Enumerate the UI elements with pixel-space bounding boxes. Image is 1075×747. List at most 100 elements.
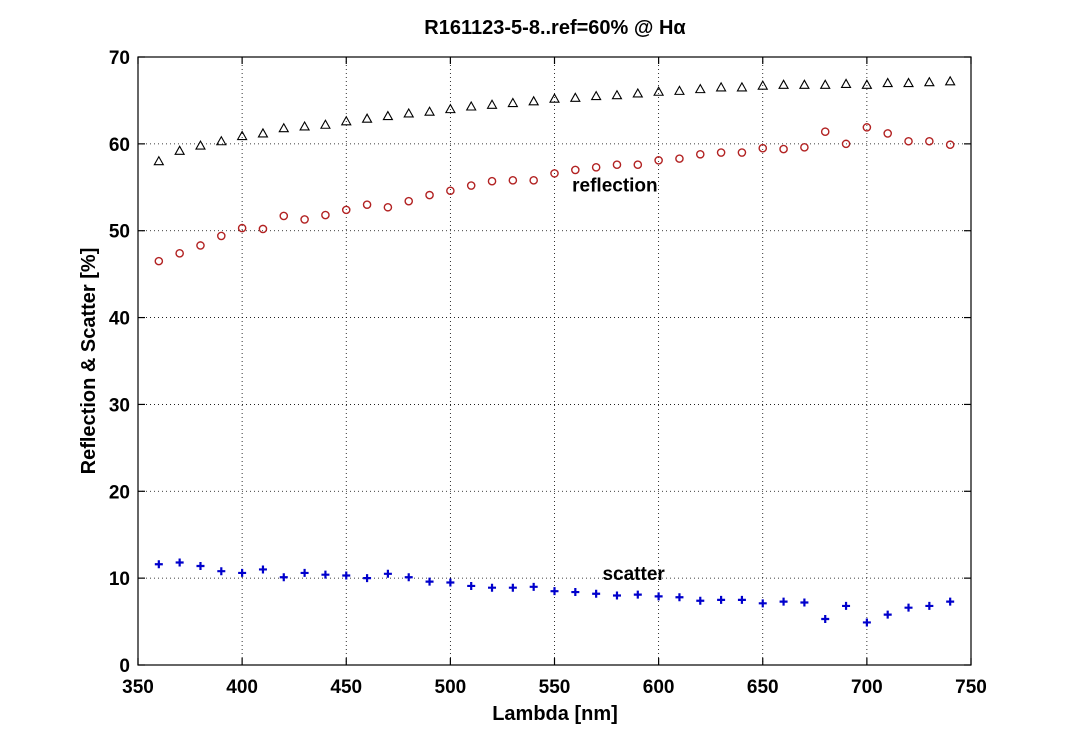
x-tick-label: 750 [955,677,987,698]
y-tick-label: 0 [119,656,130,677]
data-point-triangle [944,75,956,86]
data-point-circle [362,200,372,209]
x-tick-label: 400 [226,677,258,698]
data-point-plus [321,570,330,579]
data-point-triangle [798,79,810,89]
data-point-plus [925,601,934,610]
series-circle [154,123,955,266]
data-point-triangle [903,77,914,88]
data-point-triangle [299,120,311,131]
data-point-circle [258,224,268,234]
data-point-triangle [611,89,623,100]
y-tick-label: 40 [109,309,130,330]
data-point-triangle [778,79,790,89]
data-point-circle [383,202,393,212]
data-point-plus [446,578,455,587]
x-tick-label: 650 [747,677,779,698]
data-point-triangle [340,115,352,126]
x-axis-label: Lambda [nm] [492,703,618,725]
data-point-plus [717,595,726,604]
data-point-triangle [215,135,227,146]
data-point-circle [446,186,455,196]
data-point-triangle [861,79,873,89]
y-tick-label: 70 [109,48,130,69]
data-point-triangle [840,78,852,88]
data-point-triangle [507,97,519,108]
data-point-triangle [424,106,435,116]
data-point-circle [237,223,247,233]
data-point-triangle [569,92,581,102]
data-point-circle [654,156,663,165]
data-point-plus [779,597,788,606]
data-point-circle [800,143,809,152]
x-tick-label: 700 [851,677,883,698]
data-point-circle [341,205,351,215]
data-point-plus [592,589,601,598]
data-point-circle [571,165,580,175]
data-point-triangle [361,113,373,123]
y-tick-label: 60 [109,135,130,156]
data-point-plus [696,596,705,605]
annotation-label: reflection [572,176,658,197]
data-point-triangle [882,77,894,88]
data-point-triangle [736,81,748,92]
x-tick-label: 550 [539,677,571,698]
data-point-circle [508,176,518,185]
x-tick-label: 450 [330,677,362,698]
data-point-triangle [444,103,456,114]
data-point-circle [550,169,559,178]
data-point-plus [467,581,476,590]
y-axis-label: Reflection & Scatter [%] [78,248,100,475]
data-point-plus [488,583,497,592]
data-point-circle [529,176,538,185]
data-point-plus [571,588,580,597]
data-point-triangle [195,139,206,150]
data-point-circle [737,148,747,157]
data-point-triangle [528,95,540,106]
data-point-triangle [674,85,685,95]
data-point-triangle [174,145,186,155]
data-point-circle [321,210,330,220]
data-point-plus [175,558,184,567]
data-point-circle [695,149,705,159]
x-tick-label: 600 [643,677,675,698]
data-point-triangle [465,100,477,111]
data-point-circle [196,241,205,250]
data-point-circle [175,248,184,258]
data-point-circle [925,136,934,146]
data-point-plus [529,582,538,591]
data-point-circle [945,140,955,150]
y-tick-label: 20 [109,482,130,503]
data-point-plus [904,603,913,612]
x-tick-label: 500 [435,677,467,698]
data-point-circle [466,181,476,190]
data-point-circle [216,231,226,241]
y-tick-label: 50 [109,222,130,243]
data-point-plus [612,591,621,600]
data-point-triangle [715,81,727,92]
data-point-circle [904,136,913,146]
data-point-triangle [653,86,665,96]
chart-title: R161123-5-8..ref=60% @ Hα [424,17,686,39]
grid-lines [138,57,971,665]
data-point-plus [258,565,267,574]
data-point-plus [425,577,434,586]
data-point-circle [279,211,289,221]
data-point-triangle [694,83,706,94]
data-point-triangle [819,79,831,89]
data-point-circle [841,139,851,149]
data-point-circle [154,256,164,266]
data-point-circle [862,123,872,132]
data-point-plus [633,590,642,599]
data-point-triangle [549,93,560,103]
data-point-plus [654,592,663,601]
data-point-plus [342,571,351,580]
data-point-plus [300,568,309,577]
data-point-circle [779,144,788,154]
data-point-triangle [590,90,602,101]
data-point-triangle [319,119,331,129]
data-point-plus [821,614,830,623]
data-point-circle [487,176,497,186]
data-point-plus [550,587,559,596]
